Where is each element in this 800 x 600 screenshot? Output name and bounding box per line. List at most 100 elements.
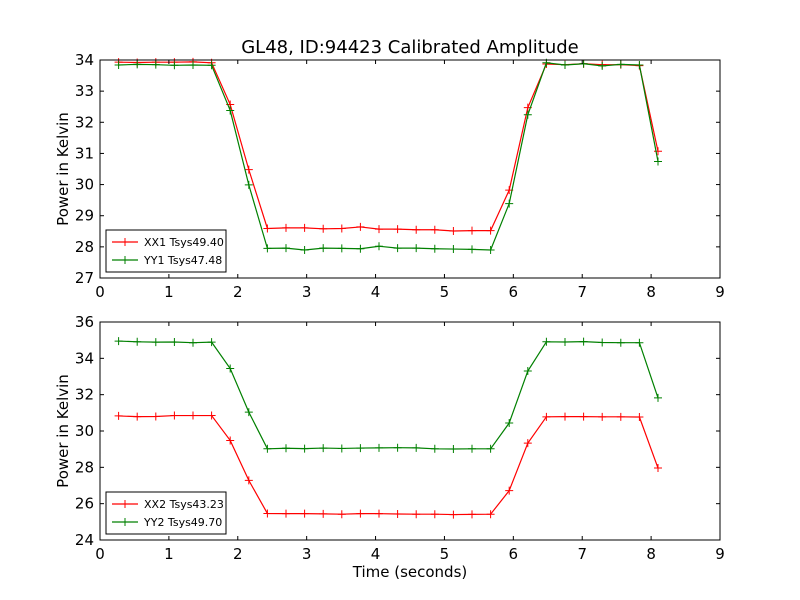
data-point <box>542 412 551 421</box>
data-point <box>616 338 625 347</box>
data-point <box>449 510 458 519</box>
x-tick-label: 8 <box>646 283 656 301</box>
x-tick-label: 4 <box>371 283 381 301</box>
x-tick-label: 1 <box>164 283 174 301</box>
data-point <box>486 444 495 453</box>
data-point <box>226 436 235 445</box>
data-point <box>170 61 179 70</box>
data-point <box>449 245 458 254</box>
data-point <box>300 444 309 453</box>
legend-label: XX1 Tsys49.40 <box>144 236 224 249</box>
data-point <box>133 60 142 69</box>
data-point <box>319 244 328 253</box>
data-point <box>579 412 588 421</box>
data-point <box>430 510 439 519</box>
x-tick-label: 1 <box>164 545 174 563</box>
legend-marker <box>121 518 129 526</box>
x-tick-label: 6 <box>509 283 519 301</box>
data-point <box>393 510 402 519</box>
data-point <box>170 337 179 346</box>
data-point <box>282 509 290 518</box>
data-point <box>375 242 383 251</box>
data-point <box>207 338 216 347</box>
x-tick-label: 6 <box>509 545 519 563</box>
data-point <box>486 245 495 254</box>
y-tick-label: 32 <box>75 113 94 131</box>
data-point <box>151 338 160 347</box>
data-point <box>337 510 346 519</box>
data-point <box>542 337 551 346</box>
data-point <box>505 419 514 428</box>
data-point <box>523 367 532 376</box>
data-point <box>468 226 476 235</box>
plot-frame <box>99 59 721 279</box>
data-point <box>114 411 123 420</box>
data-point <box>319 224 328 233</box>
data-point <box>151 60 160 69</box>
y-tick-label: 29 <box>75 207 94 225</box>
data-point <box>412 225 421 234</box>
x-tick-label: 2 <box>233 283 243 301</box>
x-tick-label: 0 <box>95 283 105 301</box>
data-point <box>561 412 569 421</box>
data-point <box>412 510 421 519</box>
data-point <box>598 338 607 347</box>
data-point <box>430 444 439 453</box>
legend-label: XX2 Tsys43.23 <box>144 498 224 511</box>
chart-title: GL48, ID:94423 Calibrated Amplitude <box>241 37 579 58</box>
data-point <box>412 443 421 452</box>
data-point <box>282 244 290 253</box>
data-point <box>300 245 309 254</box>
data-point <box>300 223 309 232</box>
y-tick-label: 26 <box>75 495 94 513</box>
data-point <box>654 157 662 166</box>
data-point <box>300 509 309 518</box>
legend-label: YY2 Tsys49.70 <box>143 516 222 529</box>
data-point <box>654 147 662 156</box>
data-point <box>561 60 569 69</box>
data-point <box>375 509 383 518</box>
data-point <box>654 464 662 473</box>
data-point <box>356 444 365 453</box>
data-point <box>263 224 272 233</box>
data-point <box>356 244 365 253</box>
x-tick-label: 0 <box>95 545 105 563</box>
x-tick-label: 9 <box>715 545 725 563</box>
data-point <box>133 412 142 421</box>
data-point <box>133 337 142 346</box>
y-tick-label: 30 <box>75 422 94 440</box>
y-tick-label: 30 <box>75 176 94 194</box>
data-point <box>412 244 421 253</box>
data-point <box>263 444 272 453</box>
data-point <box>356 509 365 518</box>
data-point <box>616 60 625 69</box>
data-point <box>616 412 625 421</box>
data-point <box>263 509 272 518</box>
legend-marker <box>121 256 129 264</box>
y-tick-label: 34 <box>75 349 94 367</box>
y-axis-label: Power in Kelvin <box>54 112 72 226</box>
x-tick-label: 3 <box>302 545 312 563</box>
data-point <box>207 411 216 420</box>
data-point <box>505 486 514 495</box>
data-point <box>523 110 532 119</box>
data-point <box>170 411 179 420</box>
data-point <box>337 224 346 233</box>
x-tick-label: 7 <box>577 545 587 563</box>
y-tick-label: 34 <box>75 51 94 69</box>
data-point <box>244 180 253 189</box>
data-point <box>319 444 328 453</box>
x-tick-label: 5 <box>440 545 450 563</box>
data-point <box>375 443 383 452</box>
y-tick-label: 28 <box>75 238 94 256</box>
y-tick-label: 36 <box>75 313 94 331</box>
x-tick-label: 4 <box>371 545 381 563</box>
data-point <box>189 60 197 69</box>
data-point <box>244 165 253 174</box>
data-point <box>151 412 160 421</box>
data-point <box>505 199 514 208</box>
legend: XX1 Tsys49.40 YY1 Tsys47.48 <box>105 229 227 273</box>
y-tick-label: 33 <box>75 82 94 100</box>
data-point <box>598 412 607 421</box>
